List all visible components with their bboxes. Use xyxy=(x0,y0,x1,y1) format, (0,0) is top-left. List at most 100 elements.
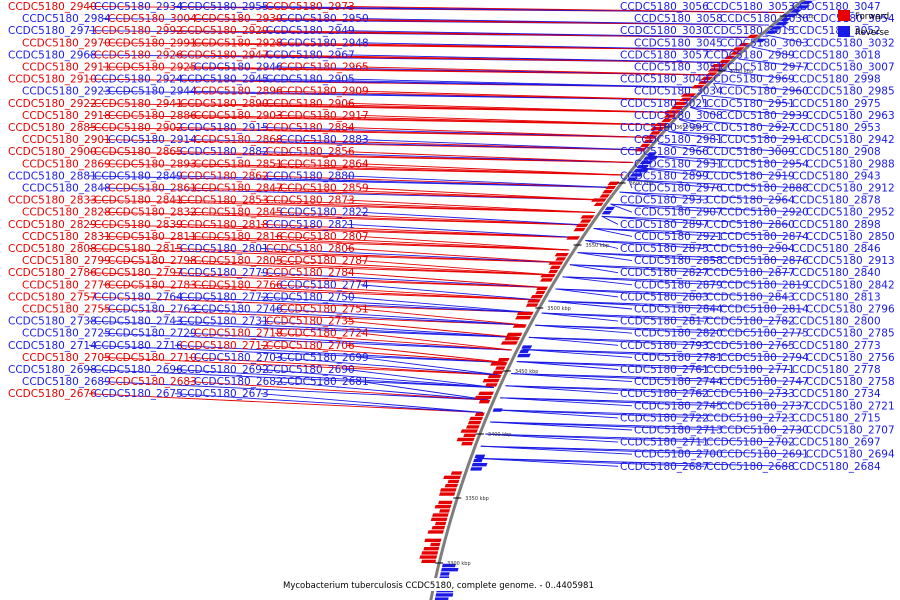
gene-label: CCDC5180_2931 xyxy=(634,158,723,170)
label-connector xyxy=(360,332,512,351)
gene-label: CCDC5180_2912 xyxy=(806,183,895,195)
gene-label: CCDC5180_2984 xyxy=(22,13,111,25)
gene-label: CCDC5180_2953 xyxy=(792,122,881,134)
gene-label: CCDC5180_3004 xyxy=(108,13,197,25)
gene-label: CCDC5180_2884 xyxy=(266,122,355,134)
gene-label: CCDC5180_2675 xyxy=(94,388,183,400)
label-connector xyxy=(628,179,719,189)
gene-label: CCDC5180_2914 xyxy=(108,134,197,146)
gene-label: CCDC5180_2711 xyxy=(620,437,709,449)
gene-label: CCDC5180_2756 xyxy=(806,352,895,364)
label-connector xyxy=(593,227,719,237)
label-connector xyxy=(88,272,546,288)
label-connector xyxy=(346,369,494,388)
gene-label: CCDC5180_2694 xyxy=(806,449,895,461)
gene-label: CCDC5180_2841 xyxy=(94,195,183,207)
label-connector xyxy=(260,199,595,213)
gene-feature xyxy=(724,55,736,59)
label-connector xyxy=(188,163,624,176)
gene-feature xyxy=(478,391,494,395)
label-connector xyxy=(647,155,804,165)
gene-label: CCDC5180_2691 xyxy=(720,449,809,461)
gene-label: CCDC5180_2786 xyxy=(8,267,97,279)
gene-feature xyxy=(634,148,647,152)
gene-feature xyxy=(471,463,488,467)
label-connector xyxy=(174,248,562,263)
gene-label: CCDC5180_2783 xyxy=(108,279,197,291)
scale-tick-label: 3550 kbp xyxy=(586,243,610,249)
gene-label: CCDC5180_2868 xyxy=(194,134,283,146)
label-connector xyxy=(188,356,500,376)
gene-label: CCDC5180_3058 xyxy=(634,13,723,25)
label-connector xyxy=(601,215,790,225)
gene-label: CCDC5180_3021 xyxy=(620,98,709,110)
gene-label: CCDC5180_2715 xyxy=(792,412,881,424)
label-connector xyxy=(476,457,619,467)
label-connector xyxy=(555,288,705,298)
label-connector xyxy=(505,385,619,395)
label-connector xyxy=(360,90,689,101)
gene-label: CCDC5180_2684 xyxy=(792,461,881,473)
gene-label: CCDC5180_2850 xyxy=(806,231,895,243)
gene-label: CCDC5180_2817 xyxy=(620,316,709,328)
label-connector xyxy=(577,252,719,262)
gene-label: CCDC5180_3003 xyxy=(720,37,809,49)
gene-label: CCDC5180_2955 xyxy=(180,1,269,13)
label-connector xyxy=(690,106,804,116)
label-connector xyxy=(346,320,519,338)
gene-feature xyxy=(697,80,709,85)
label-connector xyxy=(713,82,804,92)
label-connector xyxy=(188,235,570,251)
gene-label: CCDC5180_2873 xyxy=(266,195,355,207)
label-connector xyxy=(638,167,705,177)
gene-label: CCDC5180_2954 xyxy=(720,158,809,170)
gene-label: CCDC5180_2907 xyxy=(634,207,723,219)
gene-label: CCDC5180_2909 xyxy=(280,86,369,98)
label-connector xyxy=(577,252,804,262)
gene-label: CCDC5180_2787 xyxy=(280,255,369,267)
gene-feature xyxy=(633,169,649,173)
scale-tick-label: 3750 kbp xyxy=(792,14,816,20)
gene-label: CCDC5180_2940 xyxy=(8,1,97,13)
gene-feature xyxy=(492,370,504,374)
gene-label: CCDC5180_2942 xyxy=(806,134,895,146)
label-connector xyxy=(701,94,790,104)
label-connector xyxy=(555,288,619,298)
gene-feature xyxy=(485,383,498,387)
gene-label: CCDC5180_2849 xyxy=(94,170,183,182)
gene-label: CCDC5180_2818 xyxy=(180,219,269,231)
label-connector xyxy=(668,131,719,141)
gene-label: CCDC5180_2706 xyxy=(266,340,355,352)
label-connector xyxy=(701,95,705,104)
gene-label: CCDC5180_3045 xyxy=(634,37,723,49)
gene-label: CCDC5180_2847 xyxy=(194,183,283,195)
gene-label: CCDC5180_2941 xyxy=(94,98,183,110)
label-connector xyxy=(260,320,519,338)
gene-label: CCDC5180_2702 xyxy=(706,437,795,449)
left-gene-labels: CCDC5180_2940CCDC5180_2934CCDC5180_2955C… xyxy=(8,1,369,400)
scale-tick-label: 3700 kbp xyxy=(730,69,754,75)
gene-feature xyxy=(737,43,750,47)
gene-feature xyxy=(643,139,654,143)
label-connector xyxy=(500,397,633,407)
gene-label: CCDC5180_2745 xyxy=(634,400,723,412)
gene-label: CCDC5180_2861 xyxy=(108,183,197,195)
label-connector xyxy=(360,308,525,326)
gene-feature xyxy=(654,122,669,127)
gene-feature xyxy=(525,303,539,307)
label-connector xyxy=(174,344,506,363)
gene-label: CCDC5180_3018 xyxy=(792,49,881,61)
gene-label: CCDC5180_2682 xyxy=(194,376,283,388)
scale-ticks: 3750 kbp 3700 kbp 3650 kbp 3600 kbp 3550 kbp… xyxy=(435,14,815,567)
gene-label: CCDC5180_2998 xyxy=(792,74,881,86)
label-connector xyxy=(562,276,719,286)
gene-label: CCDC5180_2875 xyxy=(620,243,709,255)
label-connector xyxy=(562,276,633,286)
gene-feature xyxy=(548,269,559,274)
label-connector xyxy=(522,348,633,358)
gene-label: CCDC5180_2699 xyxy=(280,352,369,364)
gene-label: CCDC5180_2723 xyxy=(706,412,795,424)
gene-label: CCDC5180_2828 xyxy=(22,207,111,219)
legend-reverse-swatch xyxy=(838,26,850,37)
gene-label: CCDC5180_2798 xyxy=(108,255,197,267)
